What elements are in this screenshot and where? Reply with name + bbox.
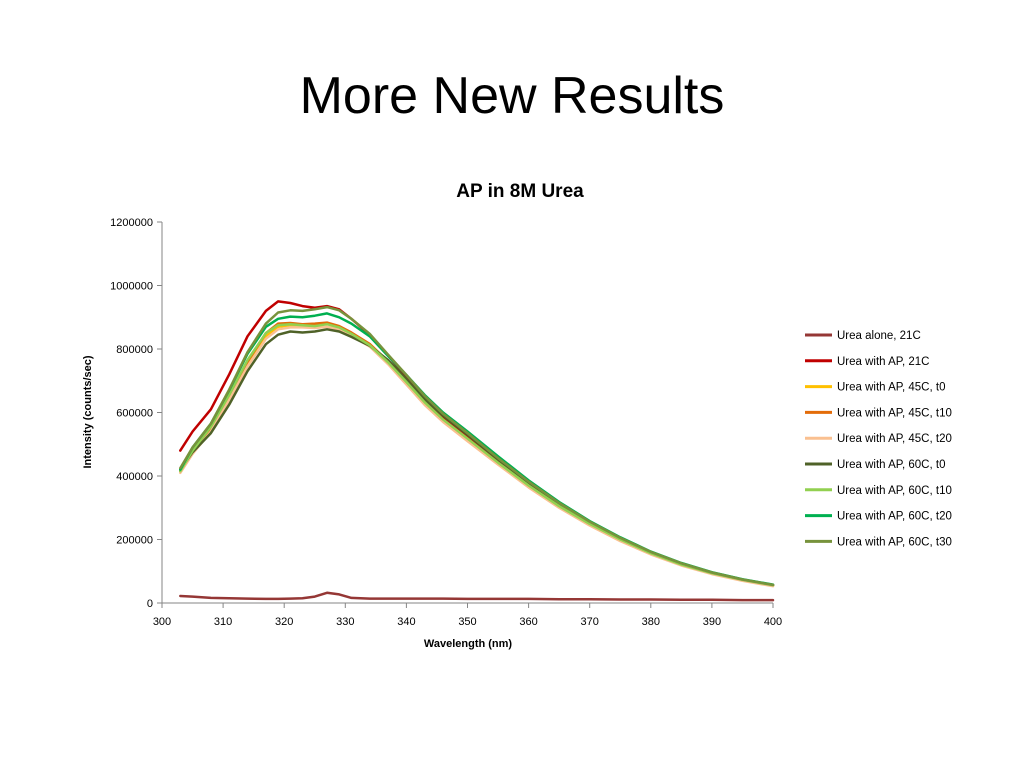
x-tick-label: 320 (275, 616, 293, 628)
y-tick-label: 0 (147, 598, 153, 610)
chart-title: AP in 8M Urea (456, 181, 584, 202)
chart-axes: 0 200000 400000 600000 800000 1000000 1200000 3… (110, 217, 782, 628)
x-tick-label: 380 (642, 616, 660, 628)
legend-entry: Urea with AP, 60C, t30 (837, 536, 952, 548)
x-tick-label: 340 (397, 616, 415, 628)
x-tick-label: 370 (581, 616, 599, 628)
legend-entry: Urea alone, 21C (837, 330, 921, 342)
y-axis-title: Intensity (counts/sec) (82, 355, 94, 468)
legend-entry: Urea with AP, 45C, t10 (837, 407, 952, 419)
y-tick-label: 200000 (116, 535, 153, 547)
x-tick-label: 390 (703, 616, 721, 628)
legend-entry: Urea with AP, 60C, t20 (837, 511, 952, 523)
x-axis-title: Wavelength (nm) (424, 638, 513, 650)
x-tick-label: 350 (458, 616, 476, 628)
chart-series (179, 300, 775, 602)
x-tick-label: 300 (153, 616, 171, 628)
y-tick-label: 600000 (116, 408, 153, 420)
x-tick-label: 310 (214, 616, 232, 628)
series-line (179, 305, 775, 587)
y-tick-label: 800000 (116, 344, 153, 356)
series-line (179, 322, 775, 587)
y-tick-label: 1200000 (110, 217, 153, 229)
legend-entry: Urea with AP, 45C, t20 (837, 433, 952, 445)
series-line (179, 321, 775, 587)
y-tick-label: 1000000 (110, 281, 153, 293)
x-tick-label: 330 (336, 616, 354, 628)
series-line (179, 322, 775, 587)
chart-legend: Urea alone, 21C Urea with AP, 21C Urea wit… (805, 330, 952, 548)
legend-entry: Urea with AP, 60C, t0 (837, 459, 945, 471)
x-tick-label: 400 (764, 616, 782, 628)
series-line (179, 325, 775, 588)
series-line (179, 591, 775, 602)
x-tick-label: 360 (519, 616, 537, 628)
slide-title: More New Results (299, 67, 725, 125)
legend-entry: Urea with AP, 60C, t10 (837, 485, 952, 497)
series-line (179, 328, 775, 587)
legend-entry: Urea with AP, 45C, t0 (837, 382, 945, 394)
y-tick-label: 400000 (116, 471, 153, 483)
legend-entry: Urea with AP, 21C (837, 356, 929, 368)
